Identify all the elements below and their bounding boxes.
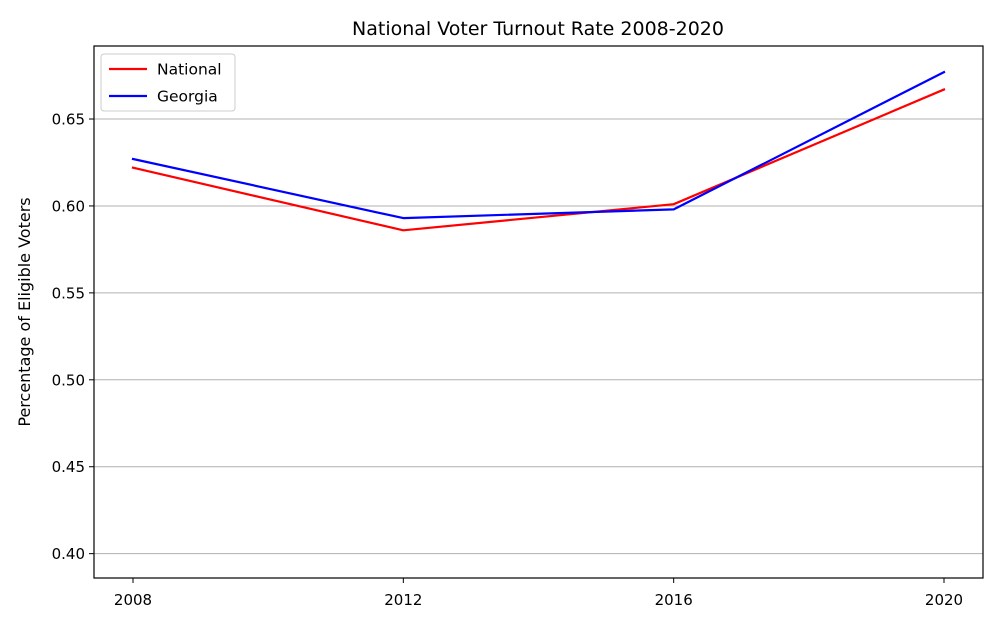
y-axis-label: Percentage of Eligible Voters [15,197,34,426]
y-tick-label: 0.45 [52,458,85,476]
y-tick-label: 0.55 [52,284,85,302]
y-tick-label: 0.50 [52,371,85,389]
y-tick-label: 0.40 [52,545,85,563]
legend: National Georgia [100,53,236,112]
x-tick-label: 2008 [114,591,152,609]
axes: 0.40 0.45 0.50 0.55 0.60 0.65 2008 2012 2016 2020 [52,111,964,609]
grid-lines [94,118,983,555]
legend-label: National [157,61,222,79]
series-line-georgia [131,70,946,220]
y-tick-label: 0.60 [52,197,85,215]
y-tick-label: 0.65 [52,111,85,129]
x-tick-label: 2016 [655,591,693,609]
series-lines [131,70,946,232]
x-tick-label: 2020 [925,591,963,609]
legend-label: Georgia [157,88,218,106]
x-tick-label: 2012 [384,591,422,609]
plot-frame [93,45,984,579]
series-line-national [131,88,946,232]
chart-title: National Voter Turnout Rate 2008-2020 [352,18,724,40]
